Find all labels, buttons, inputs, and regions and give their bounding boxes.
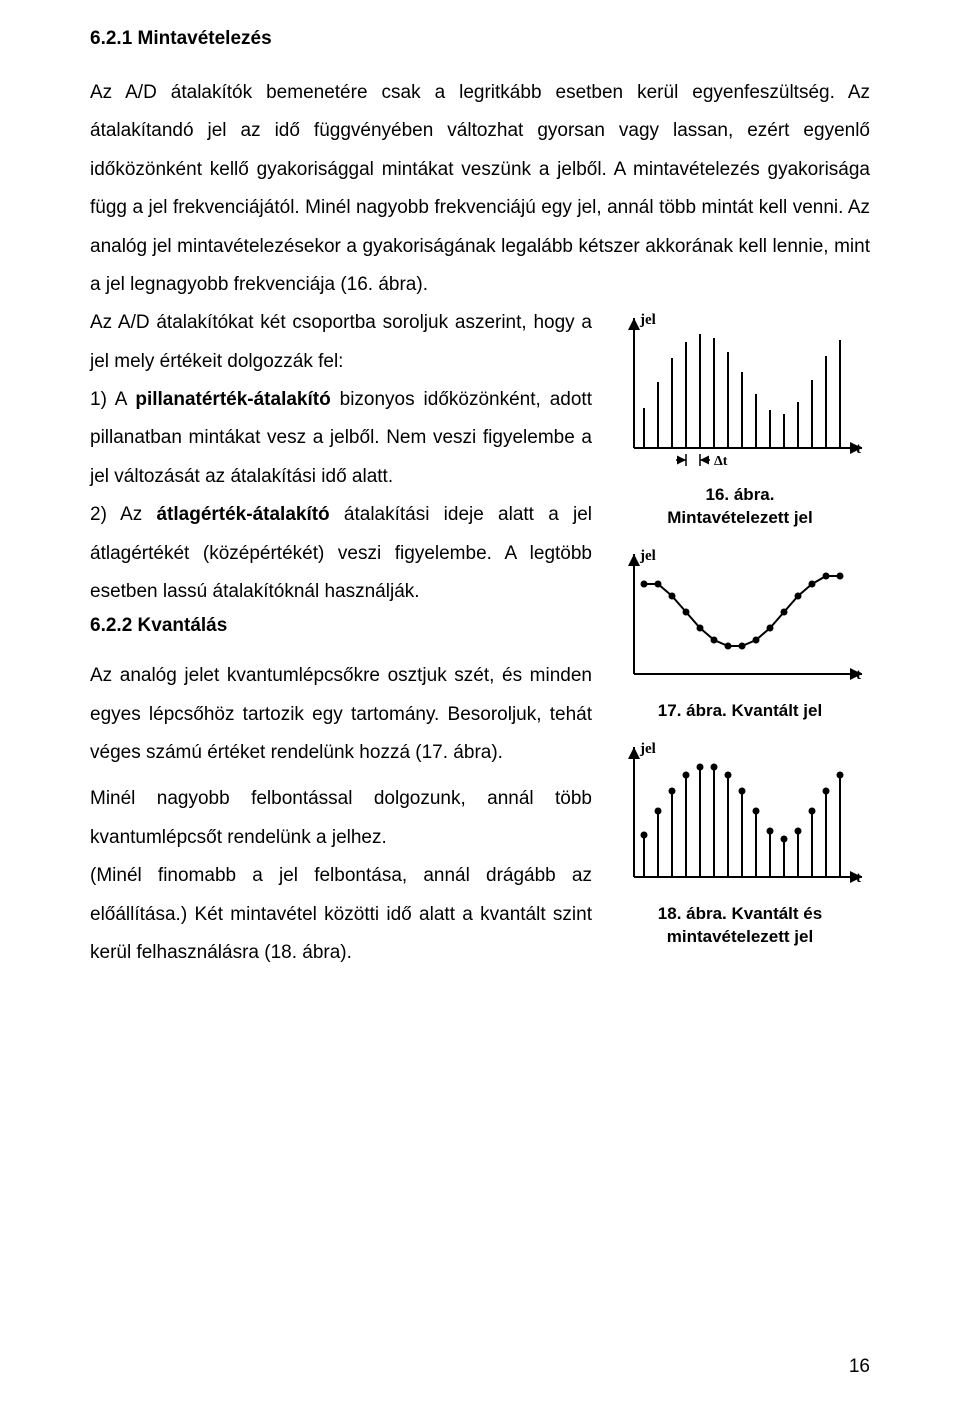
svg-text:jel: jel: [639, 548, 656, 564]
svg-text:t: t: [856, 667, 861, 683]
figure-16-plot: jel t Δt: [610, 310, 870, 480]
figure-17-plot: jel t: [610, 546, 870, 696]
svg-text:jel: jel: [639, 312, 656, 328]
figure-18: jel t 18. ábra. Kvantált és mintavételeze…: [610, 739, 870, 949]
p2c-prefix: 2) Az: [90, 504, 156, 525]
figure-18-plot: jel t: [610, 739, 870, 899]
p2c-bold: átlagérték-átalakító: [156, 504, 329, 525]
figure-18-caption: 18. ábra. Kvantált és mintavételezett je…: [610, 903, 870, 949]
figure-17: jel t 17. ábra. Kvantált jel: [610, 546, 870, 723]
svg-text:t: t: [856, 441, 861, 457]
figure-16: jel t Δt 16. ábra. Mintavételezett jel: [610, 310, 870, 530]
svg-text:jel: jel: [639, 741, 656, 757]
page-number: 16: [849, 1356, 870, 1378]
figure-17-caption: 17. ábra. Kvantált jel: [610, 700, 870, 723]
figure-16-caption: 16. ábra. Mintavételezett jel: [610, 484, 870, 530]
page: 6.2.1 Mintavételezés Az A/D átalakítók b…: [0, 0, 960, 1414]
paragraph-intro: Az A/D átalakítók bemenetére csak a legr…: [90, 74, 870, 304]
p2b-bold: pillanatérték-átalakító: [135, 389, 330, 410]
p2b-prefix: 1) A: [90, 389, 135, 410]
svg-text:t: t: [856, 870, 861, 886]
svg-text:Δt: Δt: [714, 454, 728, 469]
heading-621: 6.2.1 Mintavételezés: [90, 28, 870, 50]
